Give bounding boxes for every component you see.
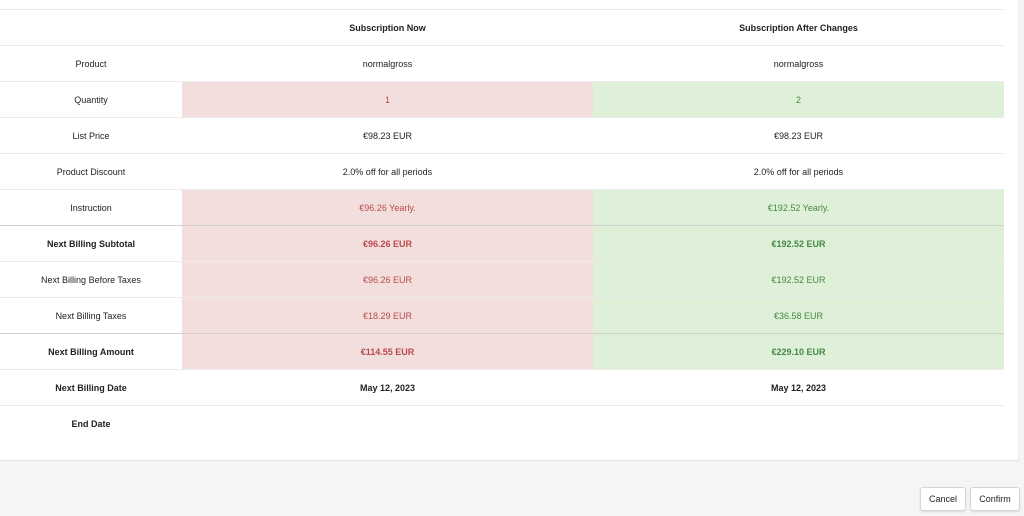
value-after: €229.10 EUR	[593, 333, 1004, 370]
row-end-date: End Date	[0, 405, 1004, 442]
column-header-now: Subscription Now	[182, 9, 593, 46]
subscription-comparison-table: Subscription Now Subscription After Chan…	[0, 9, 1004, 442]
value-after: 2	[593, 81, 1004, 118]
table-header-row: Subscription Now Subscription After Chan…	[0, 9, 1004, 46]
row-label: Quantity	[0, 81, 182, 118]
row-label: Next Billing Amount	[0, 333, 182, 370]
cancel-button[interactable]: Cancel	[920, 487, 966, 511]
row-label: Product	[0, 45, 182, 82]
value-now: €96.26 Yearly.	[182, 189, 593, 226]
value-now: €114.55 EUR	[182, 333, 593, 370]
row-label: Instruction	[0, 189, 182, 226]
value-after: normalgross	[593, 45, 1004, 82]
value-now: May 12, 2023	[182, 369, 593, 406]
row-next-billing-amount: Next Billing Amount €114.55 EUR €229.10 …	[0, 333, 1004, 370]
confirm-button[interactable]: Confirm	[970, 487, 1020, 511]
value-now: €96.26 EUR	[182, 225, 593, 262]
row-label: Next Billing Subtotal	[0, 225, 182, 262]
subscription-comparison-panel: Subscription Now Subscription After Chan…	[0, 0, 1019, 461]
value-after: 2.0% off for all periods	[593, 153, 1004, 190]
row-next-billing-subtotal: Next Billing Subtotal €96.26 EUR €192.52…	[0, 225, 1004, 262]
column-header-after: Subscription After Changes	[593, 9, 1004, 46]
row-product: Product normalgross normalgross	[0, 45, 1004, 82]
value-now: €98.23 EUR	[182, 117, 593, 154]
value-after	[593, 405, 1004, 442]
row-instruction: Instruction €96.26 Yearly. €192.52 Yearl…	[0, 189, 1004, 226]
value-after: €36.58 EUR	[593, 297, 1004, 334]
row-label: End Date	[0, 405, 182, 442]
value-after: €192.52 EUR	[593, 261, 1004, 298]
row-next-billing-before-taxes: Next Billing Before Taxes €96.26 EUR €19…	[0, 261, 1004, 298]
value-after: €98.23 EUR	[593, 117, 1004, 154]
value-now: 1	[182, 81, 593, 118]
row-label: Next Billing Taxes	[0, 297, 182, 334]
row-label: List Price	[0, 117, 182, 154]
value-now: 2.0% off for all periods	[182, 153, 593, 190]
value-after: €192.52 EUR	[593, 225, 1004, 262]
value-now: €96.26 EUR	[182, 261, 593, 298]
row-label: Product Discount	[0, 153, 182, 190]
value-now	[182, 405, 593, 442]
row-list-price: List Price €98.23 EUR €98.23 EUR	[0, 117, 1004, 154]
row-next-billing-date: Next Billing Date May 12, 2023 May 12, 2…	[0, 369, 1004, 406]
value-after: May 12, 2023	[593, 369, 1004, 406]
value-now: normalgross	[182, 45, 593, 82]
value-now: €18.29 EUR	[182, 297, 593, 334]
header-label-cell	[0, 9, 182, 46]
row-next-billing-taxes: Next Billing Taxes €18.29 EUR €36.58 EUR	[0, 297, 1004, 334]
row-product-discount: Product Discount 2.0% off for all period…	[0, 153, 1004, 190]
row-label: Next Billing Date	[0, 369, 182, 406]
value-after: €192.52 Yearly.	[593, 189, 1004, 226]
row-label: Next Billing Before Taxes	[0, 261, 182, 298]
row-quantity: Quantity 1 2	[0, 81, 1004, 118]
